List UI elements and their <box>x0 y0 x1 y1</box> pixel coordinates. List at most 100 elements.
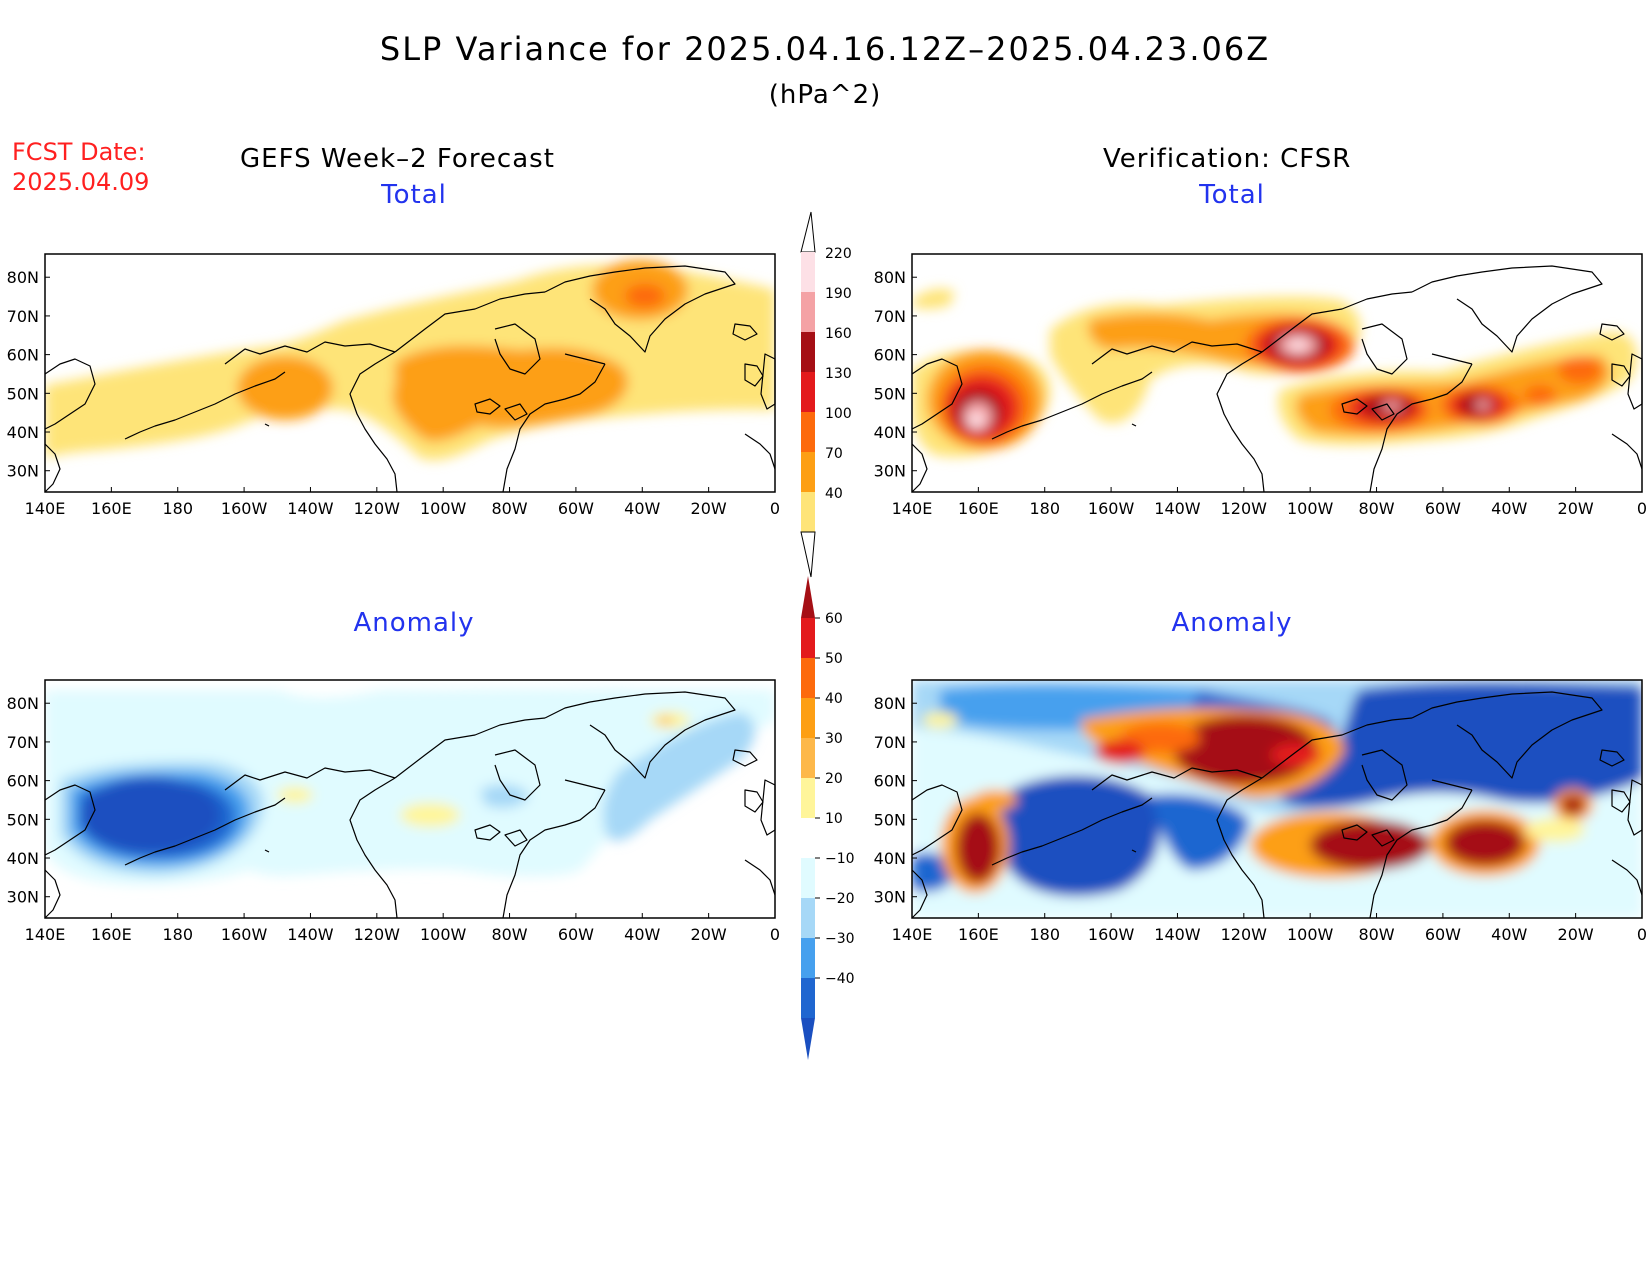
coastline-segment <box>1131 423 1137 427</box>
coastline-segment <box>502 363 606 493</box>
lon-tick-label: 80W <box>1358 499 1394 518</box>
lon-tick-label: 160W <box>221 499 268 518</box>
lat-tick-label: 80N <box>7 268 39 287</box>
lon-tick-label: 140E <box>892 499 933 518</box>
colorbar-swatch <box>801 292 815 332</box>
lon-tick-label: 20W <box>691 925 727 944</box>
coastline-segment <box>474 824 501 841</box>
coastline-cfsr-anomaly <box>911 691 1643 919</box>
left-column-title: GEFS Week–2 Forecast <box>240 144 555 174</box>
colorbar-swatch <box>801 618 815 658</box>
coastline-segment <box>44 358 96 430</box>
total-colorbar: 220 190 160 130 100 70 40 <box>800 211 852 578</box>
lon-tick-label: 140E <box>25 925 66 944</box>
colorbar-label: 50 <box>825 651 843 667</box>
panel-title-gefs-total: Total <box>381 180 447 210</box>
colorbar-swatch <box>801 492 815 532</box>
coastline-segment <box>349 351 398 493</box>
coastline-segment <box>44 443 61 493</box>
colorbar-swatch <box>801 372 815 412</box>
coastline-segment <box>394 291 546 353</box>
lon-tick-label: 60W <box>1425 499 1461 518</box>
colorbar-swatch <box>801 898 815 938</box>
coastline-segment <box>760 779 776 836</box>
coastline-segment <box>1411 691 1603 779</box>
lat-tick-label: 50N <box>7 384 39 403</box>
lat-tick-label: 30N <box>7 462 39 481</box>
coastline-segment <box>564 779 606 791</box>
coastline-segment <box>564 353 606 365</box>
units-label: (hPa^2) <box>768 80 882 110</box>
colorbar-swatch <box>801 778 815 818</box>
colorbar-swatch <box>801 412 815 452</box>
coastline-segment <box>744 859 776 896</box>
coastline-segment <box>1361 323 1408 375</box>
colorbar-label: 30 <box>825 731 843 747</box>
coastline-segment <box>1611 433 1643 470</box>
lon-tick-label: 180 <box>162 499 193 518</box>
coastline-segment <box>911 358 963 430</box>
coastline-segment <box>1341 398 1368 415</box>
lon-tick-label: 140W <box>1154 499 1201 518</box>
colorbar-bottom-tip <box>801 1018 815 1060</box>
lon-tick-label: 80W <box>1358 925 1394 944</box>
lon-tick-label: 160E <box>958 925 999 944</box>
lon-tick-label: 180 <box>1029 925 1060 944</box>
colorbar-swatch <box>801 938 815 978</box>
coastline-gefs-anomaly <box>44 691 776 919</box>
lon-tick-label: 160E <box>91 499 132 518</box>
coastline-segment <box>504 403 528 421</box>
lon-tick-label: 40W <box>624 925 660 944</box>
coastline-segment <box>1091 341 1263 365</box>
colorbar-label: −40 <box>825 971 855 987</box>
chart-title: SLP Variance for 2025.04.16.12Z–2025.04.… <box>379 30 1271 68</box>
coastline-segment <box>1627 353 1643 410</box>
coastline-segment <box>502 789 606 919</box>
coastline-segment <box>911 443 928 493</box>
lon-tick-label: 0 <box>770 925 780 944</box>
lat-tick-label: 40N <box>7 849 39 868</box>
coastline-segment <box>1599 323 1625 341</box>
lon-tick-label: 80W <box>491 925 527 944</box>
lat-tick-label: 30N <box>874 462 906 481</box>
lon-tick-label: 100W <box>1287 925 1334 944</box>
coastline-segment <box>911 784 963 856</box>
colorbar-label: 130 <box>825 366 852 382</box>
coastline-segment <box>991 371 1153 440</box>
lat-tick-label: 50N <box>874 810 906 829</box>
lat-tick-label: 70N <box>874 307 906 326</box>
gefs-anomaly-field <box>45 688 775 885</box>
coastline-segment <box>744 363 764 387</box>
lon-tick-label: 60W <box>558 925 594 944</box>
axes-cfsr-total: 140E 160E 180 160W 140W 120W 100W 80W 60W 40W 20W 0… <box>874 268 1647 518</box>
lon-tick-label: 180 <box>1029 499 1060 518</box>
coastline-segment <box>44 869 61 919</box>
coastline-segment <box>744 433 776 470</box>
colorbar-bottom-tip <box>800 531 816 578</box>
lon-tick-label: 0 <box>1637 499 1647 518</box>
lat-tick-label: 40N <box>874 423 906 442</box>
coastline-segment <box>124 371 286 440</box>
coastline-segment <box>544 265 736 353</box>
lon-tick-label: 80W <box>491 499 527 518</box>
coastline-segment <box>474 398 501 415</box>
coastline-segment <box>1627 779 1643 836</box>
coastline-segment <box>264 423 270 427</box>
colorbar-swatch <box>801 818 815 858</box>
coastline-segment <box>1361 749 1408 801</box>
lat-tick-label: 70N <box>7 733 39 752</box>
lon-tick-label: 160E <box>958 499 999 518</box>
lat-tick-label: 60N <box>874 772 906 791</box>
lon-tick-label: 0 <box>1637 925 1647 944</box>
lat-tick-label: 70N <box>7 307 39 326</box>
coastline-segment <box>124 797 286 866</box>
right-column-title: Verification: CFSR <box>1103 144 1352 174</box>
cfsr-anomaly-field <box>912 680 1642 918</box>
lat-tick-label: 80N <box>874 268 906 287</box>
lat-tick-label: 60N <box>7 772 39 791</box>
coastline-segment <box>1411 265 1603 353</box>
anomaly-colorbar: 60 50 40 30 20 10 −10 −20 −30 −40 <box>801 576 855 1060</box>
forecast-date-label: FCST Date: <box>12 138 146 166</box>
coastline-segment <box>760 353 776 410</box>
